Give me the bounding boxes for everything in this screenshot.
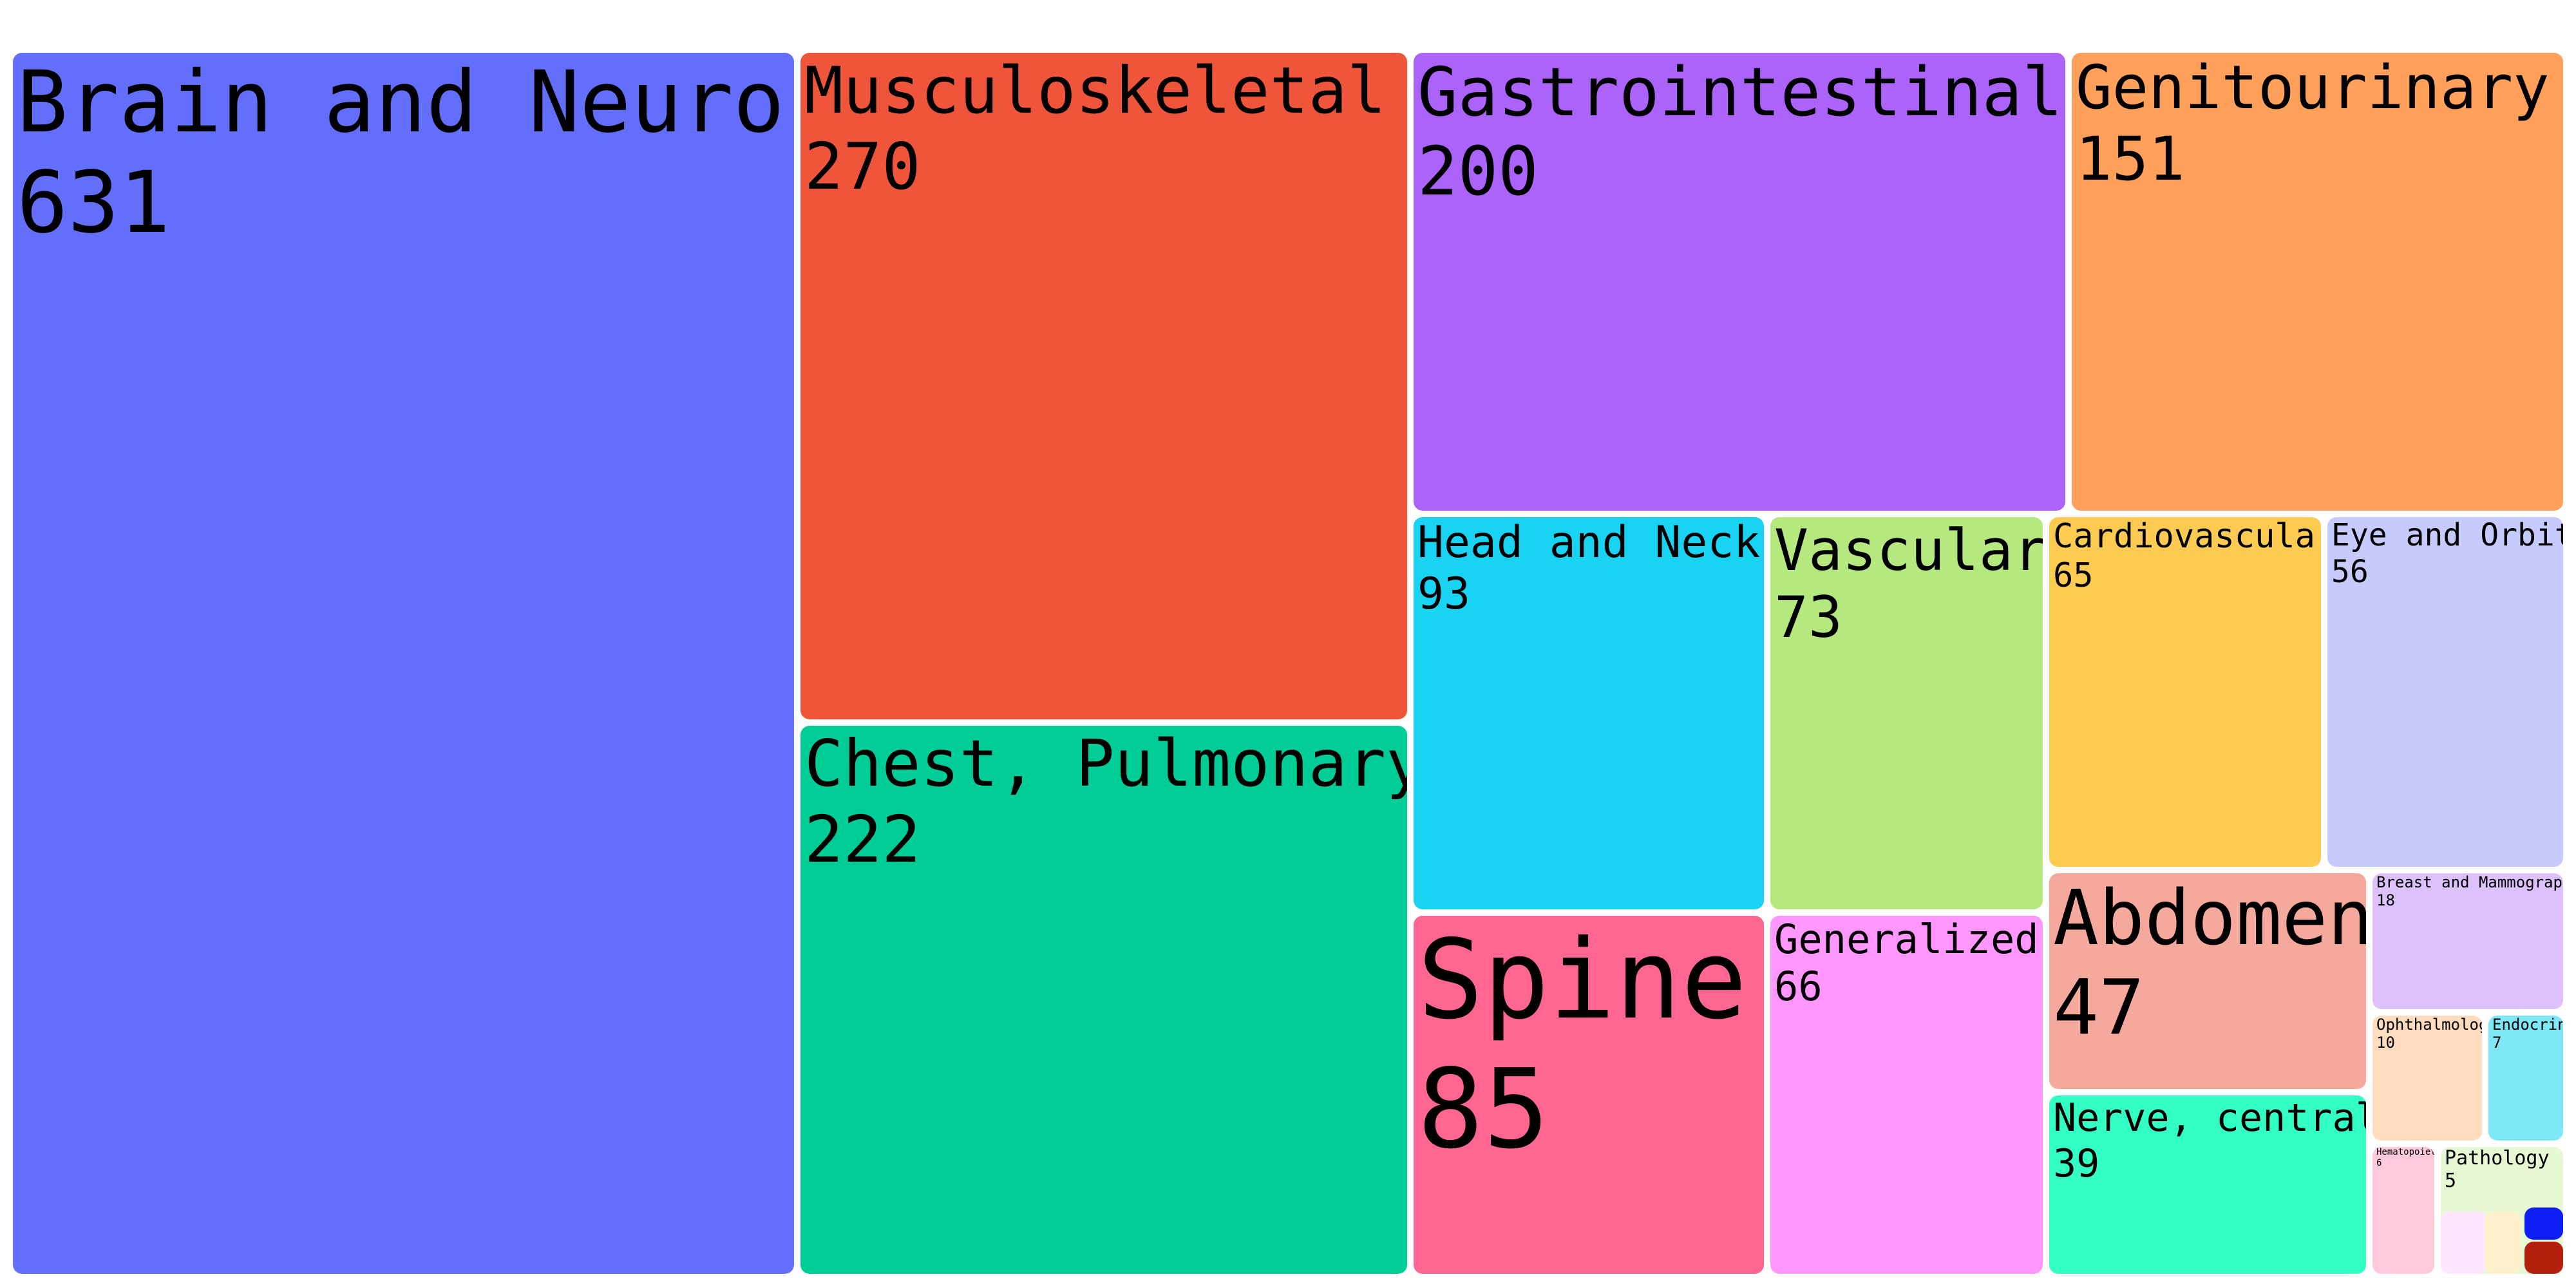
tile-label: Genitourinary (2076, 53, 2550, 123)
treemap-tile[interactable] (2485, 1211, 2521, 1274)
treemap-tile[interactable]: Eye and Orbit 56 (2327, 517, 2563, 867)
tile-label: Gastrointestinal (1417, 53, 2063, 131)
tile-value: 222 (804, 802, 921, 877)
tile-value: 39 (2053, 1141, 2100, 1186)
tile-value: 93 (1417, 569, 1470, 620)
tile-label: Brain and Neuro (17, 53, 785, 152)
tile-label: Breast and Mammography (2376, 873, 2563, 891)
treemap-tile[interactable] (2524, 1242, 2563, 1274)
treemap-tile[interactable]: Breast and Mammography 18 (2372, 873, 2563, 1009)
treemap-tile[interactable]: Vascular 73 (1770, 517, 2043, 909)
tile-value: 7 (2492, 1034, 2502, 1052)
treemap-tile[interactable]: Abdomen 47 (2049, 873, 2366, 1089)
treemap-tile[interactable]: Cardiovascular 65 (2049, 517, 2321, 867)
treemap-tile[interactable]: Generalized 66 (1770, 916, 2043, 1274)
tile-value: 10 (2376, 1034, 2395, 1052)
tile-label: Eye and Orbit (2331, 517, 2563, 553)
tile-value: 200 (1417, 132, 1539, 211)
tile-label: Pathology (2445, 1147, 2550, 1170)
treemap-tile[interactable]: Head and Neck 93 (1414, 517, 1764, 909)
tile-value: 5 (2445, 1170, 2457, 1192)
tile-value: 6 (2376, 1158, 2382, 1168)
tile-label: Hematopoietic (2376, 1147, 2434, 1157)
treemap-tile[interactable] (2441, 1211, 2487, 1274)
tile-value: 85 (1417, 1046, 1549, 1173)
tile-label: Nerve, central (2053, 1095, 2366, 1141)
tile-value: 270 (804, 129, 921, 204)
treemap-tile[interactable]: Genitourinary 151 (2072, 53, 2563, 511)
treemap-tile[interactable]: Hematopoietic6 (2372, 1147, 2434, 1274)
tile-label: Chest, Pulmonary (804, 726, 1407, 801)
tile-value: 47 (2053, 963, 2145, 1052)
treemap-tile[interactable]: Spine 85 (1414, 916, 1764, 1274)
tile-label: Spine (1417, 916, 1747, 1044)
tile-value: 151 (2076, 124, 2185, 194)
tile-label: Vascular (1774, 517, 2043, 583)
treemap-tile[interactable] (2524, 1208, 2563, 1240)
treemap-tile[interactable]: Gastrointestinal 200 (1414, 53, 2065, 511)
tile-value: 631 (17, 153, 171, 252)
tile-value: 56 (2331, 554, 2369, 590)
tile-value: 18 (2376, 891, 2395, 909)
tile-value: 66 (1774, 963, 1823, 1010)
tile-label: Abdomen (2053, 873, 2366, 962)
treemap-tile[interactable]: Musculoskeletal 270 (800, 53, 1407, 719)
tile-label: Musculoskeletal (804, 53, 1387, 128)
treemap-tile[interactable]: Brain and Neuro 631 (13, 53, 794, 1274)
tile-label: Generalized (1774, 916, 2039, 963)
tile-label: Endocrine (2492, 1016, 2563, 1034)
tile-label: Ophthalmology (2376, 1016, 2482, 1034)
tile-value: 65 (2053, 556, 2094, 595)
tile-value: 73 (1774, 584, 1842, 650)
tile-label: Cardiovascular (2053, 517, 2321, 556)
treemap-tile[interactable]: Chest, Pulmonary 222 (800, 726, 1407, 1274)
treemap-tile[interactable]: Ophthalmology10 (2372, 1016, 2482, 1141)
treemap-tile[interactable]: Endocrine7 (2488, 1016, 2563, 1141)
treemap-tile[interactable]: Nerve, central 39 (2049, 1095, 2366, 1274)
tile-label: Head and Neck (1417, 517, 1761, 568)
